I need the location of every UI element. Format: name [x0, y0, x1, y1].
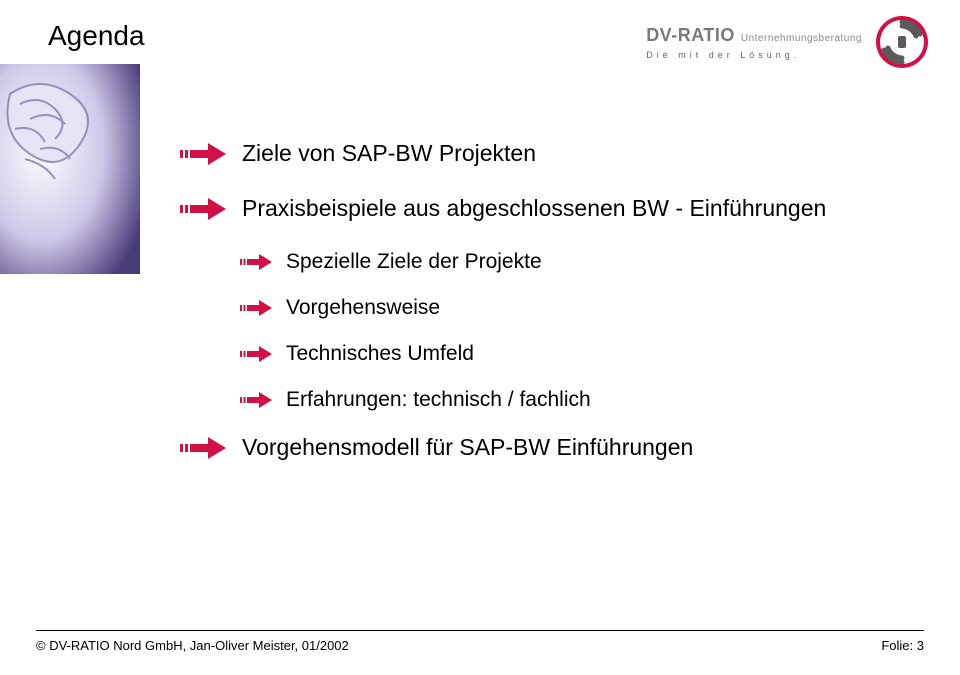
logo-sub-text: Unternehmungsberatung — [741, 33, 862, 44]
footer-divider — [36, 630, 924, 631]
bullet-item: Spezielle Ziele der Projekte — [240, 250, 826, 274]
arrow-icon — [240, 392, 272, 408]
logo-icon — [874, 14, 930, 70]
bullet-item: Technisches Umfeld — [240, 342, 826, 366]
arrow-icon — [180, 198, 226, 220]
arrow-icon — [180, 437, 226, 459]
bullet-text: Spezielle Ziele der Projekte — [286, 250, 542, 274]
logo-tagline: Die mit der Lösung. — [646, 50, 800, 60]
bullet-item: Vorgehensweise — [240, 296, 826, 320]
arrow-icon — [240, 346, 272, 362]
bullet-item: Praxisbeispiele aus abgeschlossenen BW -… — [180, 195, 826, 222]
page-title: Agenda — [48, 20, 145, 52]
bullet-text: Vorgehensmodell für SAP-BW Einführungen — [242, 434, 693, 461]
logo: DV-RATIO Unternehmungsberatung Die mit d… — [646, 14, 930, 70]
bullet-item: Erfahrungen: technisch / fachlich — [240, 388, 826, 412]
bullet-text: Praxisbeispiele aus abgeschlossenen BW -… — [242, 195, 826, 222]
sub-bullet-list: Spezielle Ziele der Projekte Vorgehenswe… — [240, 250, 826, 412]
brain-graphic — [0, 64, 140, 274]
logo-text: DV-RATIO Unternehmungsberatung Die mit d… — [646, 25, 862, 60]
bullet-text: Vorgehensweise — [286, 296, 440, 320]
arrow-icon — [180, 143, 226, 165]
logo-main: DV-RATIO Unternehmungsberatung — [646, 25, 862, 46]
bullet-text: Technisches Umfeld — [286, 342, 474, 366]
bullet-item: Ziele von SAP-BW Projekten — [180, 140, 826, 167]
bullet-item: Vorgehensmodell für SAP-BW Einführungen — [180, 434, 826, 461]
logo-main-text: DV-RATIO — [646, 25, 735, 46]
arrow-icon — [240, 254, 272, 270]
slide: Agenda DV-RATIO Unternehmungsberatung Di… — [0, 0, 960, 675]
bullet-text: Ziele von SAP-BW Projekten — [242, 140, 536, 167]
bullet-text: Erfahrungen: technisch / fachlich — [286, 388, 591, 412]
footer-copyright: © DV-RATIO Nord GmbH, Jan-Oliver Meister… — [36, 638, 349, 653]
bullet-list: Ziele von SAP-BW Projekten Praxisbeispie… — [180, 140, 826, 489]
footer-page-number: Folie: 3 — [881, 638, 924, 653]
arrow-icon — [240, 300, 272, 316]
